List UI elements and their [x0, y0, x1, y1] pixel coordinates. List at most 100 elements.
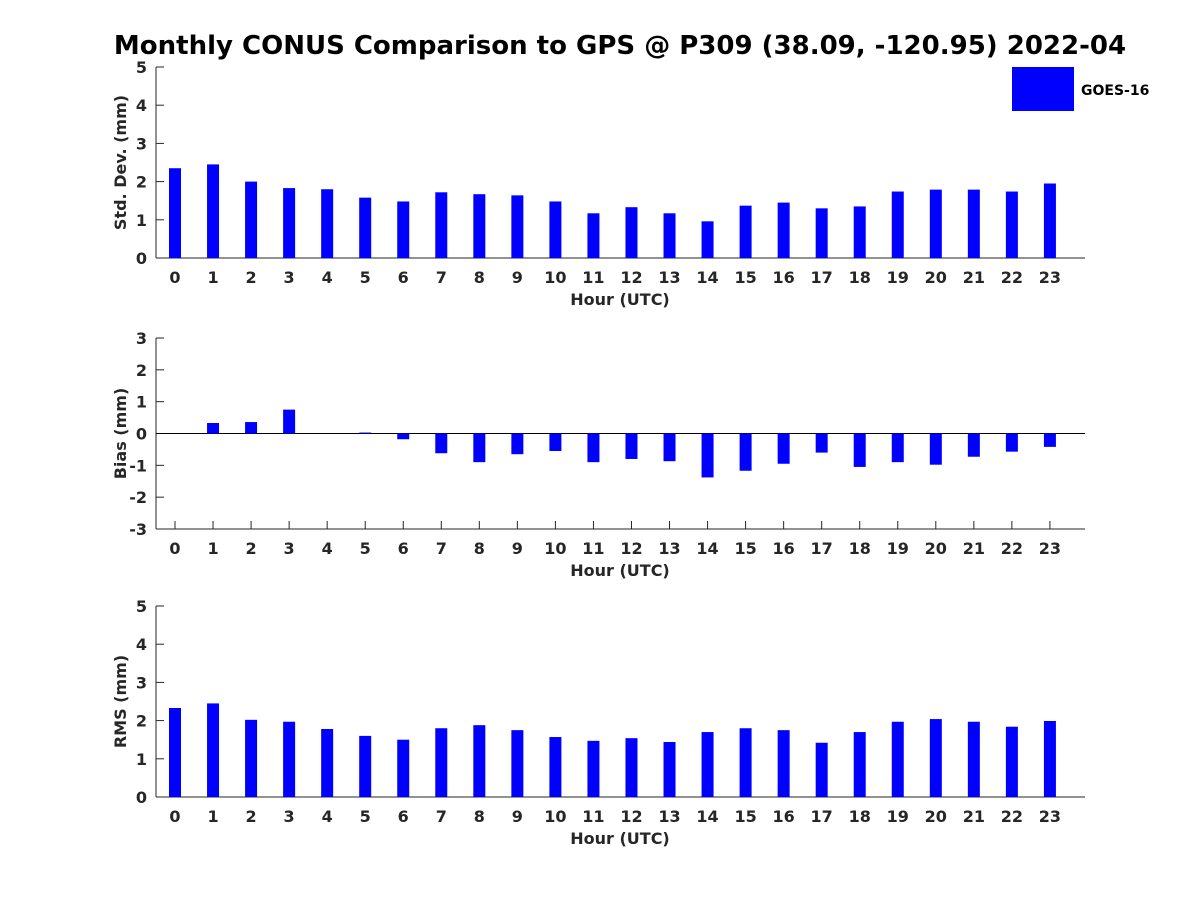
y-tick-label: 1: [136, 393, 147, 412]
bar-hour-19: [891, 721, 904, 797]
x-tick-label: 7: [436, 268, 447, 287]
y-tick-label: 1: [136, 750, 147, 769]
x-tick-label: 8: [474, 539, 485, 558]
x-tick-label: 2: [246, 268, 257, 287]
x-tick-label: 21: [963, 539, 985, 558]
x-tick-label: 0: [169, 268, 180, 287]
y-axis-label: RMS (mm): [111, 655, 130, 748]
legend: GOES-16: [1012, 67, 1149, 111]
bar-hour-7: [435, 433, 448, 454]
bar-hour-10: [549, 737, 562, 797]
y-tick-label: 0: [136, 425, 147, 444]
bar-hour-2: [245, 181, 258, 258]
x-axis-label: Hour (UTC): [570, 829, 670, 848]
x-tick-label: 16: [773, 807, 795, 826]
y-axis-label: Std. Dev. (mm): [111, 95, 130, 230]
x-tick-label: 20: [925, 539, 947, 558]
bar-hour-9: [511, 730, 524, 797]
x-tick-label: 10: [544, 268, 566, 287]
x-tick-label: 4: [322, 539, 333, 558]
x-tick-label: 23: [1039, 268, 1061, 287]
x-tick-label: 16: [773, 539, 795, 558]
bar-hour-2: [245, 719, 258, 797]
x-tick-label: 13: [658, 539, 680, 558]
x-tick-label: 5: [360, 807, 371, 826]
bar-hour-1: [207, 703, 220, 797]
y-tick-label: 3: [136, 329, 147, 348]
x-tick-label: 1: [207, 268, 218, 287]
chart-title: Monthly CONUS Comparison to GPS @ P309 (…: [114, 31, 1126, 61]
y-tick-label: 3: [136, 673, 147, 692]
bar-hour-16: [777, 202, 790, 258]
x-tick-label: 8: [474, 807, 485, 826]
bar-hour-21: [967, 721, 980, 797]
y-tick-label: 3: [136, 134, 147, 153]
x-tick-label: 9: [512, 807, 523, 826]
y-axis-label: Bias (mm): [111, 388, 130, 480]
bar-hour-6: [397, 201, 410, 258]
bar-hour-14: [701, 732, 714, 797]
bar-hour-8: [473, 194, 486, 258]
x-tick-label: 20: [925, 268, 947, 287]
y-tick-label: 4: [136, 96, 147, 115]
bar-hour-15: [739, 205, 752, 258]
x-tick-label: 1: [207, 539, 218, 558]
x-tick-label: 22: [1001, 268, 1023, 287]
bar-hour-18: [853, 433, 866, 467]
x-tick-label: 18: [849, 807, 871, 826]
bar-hour-19: [891, 433, 904, 463]
x-tick-label: 17: [811, 268, 833, 287]
x-tick-label: 19: [887, 268, 909, 287]
x-tick-label: 12: [620, 268, 642, 287]
x-tick-label: 3: [284, 539, 295, 558]
x-tick-label: 5: [360, 268, 371, 287]
x-tick-label: 21: [963, 268, 985, 287]
bar-hour-21: [967, 189, 980, 258]
bar-hour-0: [169, 168, 181, 258]
bar-hour-12: [625, 433, 638, 459]
y-tick-label: 4: [136, 635, 147, 654]
x-tick-label: 23: [1039, 807, 1061, 826]
bar-hour-4: [321, 729, 334, 797]
x-tick-label: 2: [246, 539, 257, 558]
x-tick-label: 10: [544, 539, 566, 558]
bar-hour-15: [739, 433, 752, 471]
x-tick-label: 21: [963, 807, 985, 826]
bar-hour-6: [397, 433, 410, 440]
bar-hour-5: [359, 432, 372, 434]
x-tick-label: 10: [544, 807, 566, 826]
x-tick-label: 12: [620, 807, 642, 826]
x-tick-label: 17: [811, 807, 833, 826]
x-tick-label: 14: [696, 268, 718, 287]
x-tick-label: 19: [887, 807, 909, 826]
bar-hour-22: [1005, 726, 1018, 797]
x-tick-label: 1: [207, 807, 218, 826]
bar-hour-7: [435, 192, 448, 258]
x-tick-label: 0: [169, 807, 180, 826]
x-tick-label: 14: [696, 807, 718, 826]
bar-hour-5: [359, 197, 372, 258]
bar-hour-9: [511, 433, 524, 455]
x-tick-label: 3: [284, 807, 295, 826]
y-tick-label: 1: [136, 211, 147, 230]
bar-hour-10: [549, 433, 562, 452]
bar-hour-15: [739, 728, 752, 797]
x-tick-label: 2: [246, 807, 257, 826]
bar-hour-18: [853, 206, 866, 258]
bar-hour-22: [1005, 191, 1018, 258]
bar-hour-3: [283, 409, 296, 434]
y-tick-label: 2: [136, 173, 147, 192]
bar-hour-11: [587, 213, 600, 258]
bar-hour-8: [473, 725, 486, 797]
x-tick-label: 6: [398, 268, 409, 287]
x-tick-label: 22: [1001, 807, 1023, 826]
x-tick-label: 13: [658, 268, 680, 287]
x-tick-label: 7: [436, 807, 447, 826]
bar-hour-18: [853, 732, 866, 797]
x-tick-label: 19: [887, 539, 909, 558]
bar-hour-20: [929, 719, 942, 797]
x-tick-label: 4: [322, 807, 333, 826]
bar-hour-3: [283, 721, 296, 797]
